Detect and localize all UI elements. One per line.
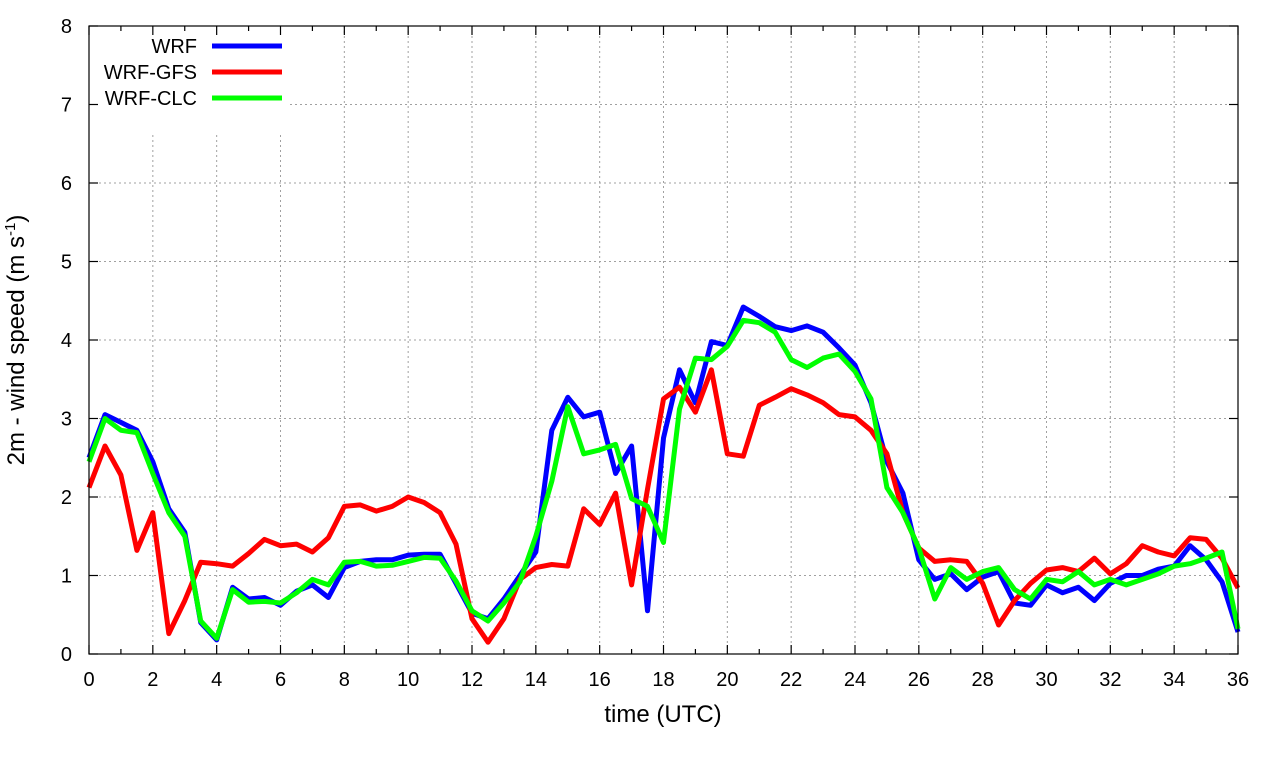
y-tick-label: 3 bbox=[61, 409, 72, 431]
y-tick-label: 0 bbox=[61, 644, 72, 666]
x-tick-label: 20 bbox=[716, 669, 738, 691]
y-tick-labels: 0 1 2 3 4 5 6 7 8 bbox=[61, 16, 72, 666]
legend-label-wrf: WRF bbox=[151, 36, 197, 58]
x-tick-label: 28 bbox=[972, 669, 994, 691]
y-tick-label: 2 bbox=[61, 487, 72, 509]
y-tick-label: 1 bbox=[61, 566, 72, 588]
x-tick-label: 2 bbox=[147, 669, 158, 691]
x-tick-label: 24 bbox=[844, 669, 866, 691]
x-axis-title: time (UTC) bbox=[604, 701, 721, 728]
x-tick-label: 36 bbox=[1227, 669, 1249, 691]
y-axis-title: 2m - wind speed (m s-1) bbox=[2, 215, 30, 466]
x-tick-label: 0 bbox=[83, 669, 94, 691]
x-tick-label: 4 bbox=[211, 669, 222, 691]
x-tick-label: 30 bbox=[1035, 669, 1057, 691]
y-tick-label: 7 bbox=[61, 95, 72, 117]
series-line-wrf-clc bbox=[86, 317, 1241, 641]
legend-label-wrf-clc: WRF-CLC bbox=[105, 88, 197, 110]
y-tick-label: 6 bbox=[61, 173, 72, 195]
x-tick-label: 22 bbox=[780, 669, 802, 691]
series-lines bbox=[86, 304, 1241, 645]
x-tick-label: 10 bbox=[397, 669, 419, 691]
x-tick-label: 12 bbox=[461, 669, 483, 691]
y-tick-label: 4 bbox=[61, 330, 72, 352]
x-tick-label: 8 bbox=[339, 669, 350, 691]
y-tick-label: 8 bbox=[61, 16, 72, 38]
x-tick-label: 32 bbox=[1099, 669, 1121, 691]
legend: WRF WRF-GFS WRF-CLC bbox=[104, 36, 282, 110]
x-tick-label: 34 bbox=[1163, 669, 1185, 691]
x-tick-label: 6 bbox=[275, 669, 286, 691]
y-tick-label: 5 bbox=[61, 252, 72, 274]
legend-label-wrf-gfs: WRF-GFS bbox=[104, 62, 197, 84]
series-line-wrf-gfs bbox=[86, 367, 1241, 645]
x-tick-label: 16 bbox=[589, 669, 611, 691]
x-tick-label: 26 bbox=[908, 669, 930, 691]
x-tick-label: 18 bbox=[652, 669, 674, 691]
plot-frame bbox=[88, 25, 1239, 655]
grid bbox=[89, 26, 1238, 654]
x-tick-labels: 0 2 4 6 8 10 12 14 16 18 20 22 24 26 28 30 32 34 36 bbox=[83, 669, 1249, 691]
x-tick-label: 14 bbox=[525, 669, 547, 691]
y-axis-unit-superscript: -1 bbox=[2, 223, 19, 236]
